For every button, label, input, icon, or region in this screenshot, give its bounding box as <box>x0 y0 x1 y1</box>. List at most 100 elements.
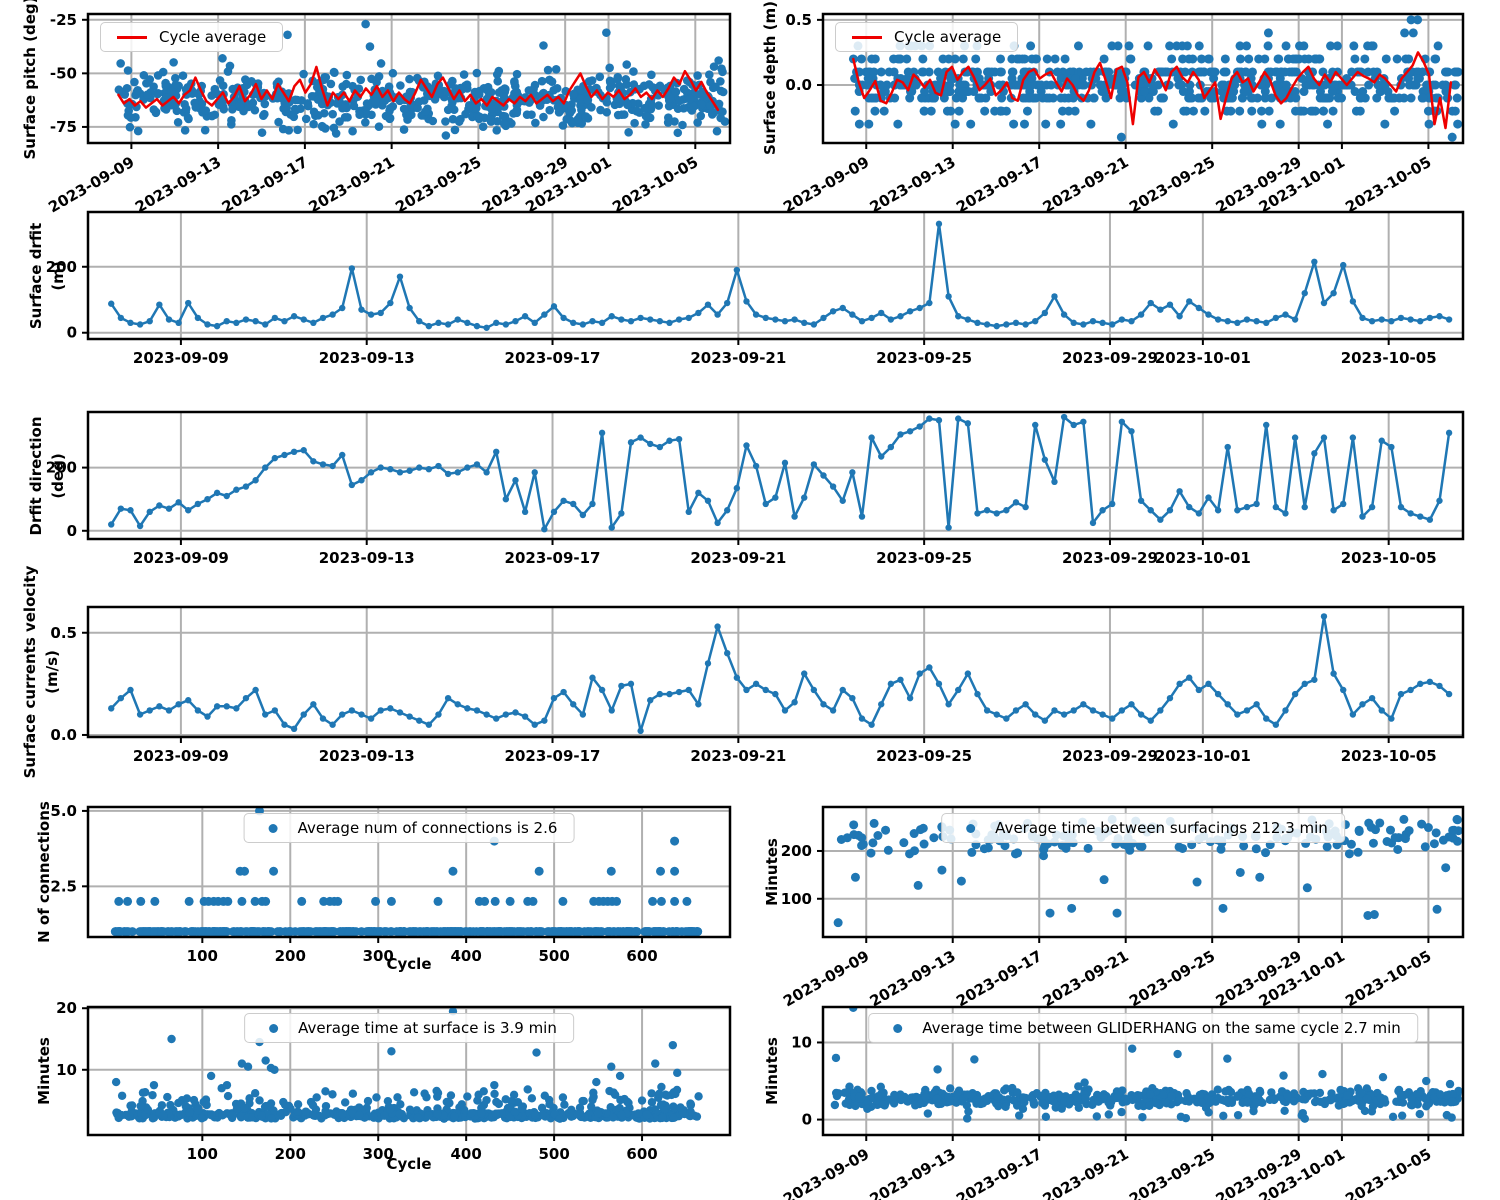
velocity-y-axis-label: Surface currents velocity <box>21 565 39 779</box>
x-tick-label: 2023-09-17 <box>953 153 1045 217</box>
depth-y-axis-label: Surface depth (m) <box>761 1 779 155</box>
x-tick-label: 2023-09-17 <box>953 1145 1045 1200</box>
data-points-group <box>848 15 1463 142</box>
axes-spines <box>86 12 732 145</box>
x-tick-label: 2023-09-09 <box>133 747 229 765</box>
x-tick-label: 2023-10-05 <box>609 153 701 217</box>
blue-dot-marker-icon <box>966 823 976 833</box>
x-tick-label: 2023-10-05 <box>1342 153 1434 217</box>
y-tick-label: 10 <box>791 1033 812 1051</box>
x-tick-label: 2023-09-17 <box>505 747 601 765</box>
axes-spines <box>821 805 1465 939</box>
x-tick-label: 2023-09-29 <box>1062 349 1158 367</box>
x-tick-label: 2023-09-25 <box>1126 153 1218 217</box>
tick-labels: 2023-09-092023-09-132023-09-172023-09-21… <box>780 842 1434 1010</box>
y-tick-label: 2.5 <box>50 877 77 895</box>
pitch-legend-label: Cycle average <box>159 28 267 46</box>
depth-legend: Cycle average <box>835 22 1019 52</box>
x-tick-label: 400 <box>451 947 482 965</box>
tick-labels: 100 200 300 400 500 600 5.0 2.5 <box>50 802 657 965</box>
x-tick-label: 2023-10-01 <box>1155 549 1251 567</box>
x-tick-label: 2023-09-21 <box>690 549 786 567</box>
x-tick-label: 2023-10-05 <box>1342 947 1434 1011</box>
x-tick-label: 2023-10-01 <box>1155 747 1251 765</box>
surfacetime-legend-label: Average time at surface is 3.9 min <box>298 1019 557 1037</box>
direction-y-axis-unit: (deg) <box>49 453 67 499</box>
grid <box>88 807 730 937</box>
x-tick-label: 2023-09-25 <box>876 549 972 567</box>
x-tick-label: 2023-09-21 <box>1040 947 1132 1011</box>
direction-plot: 2023-09-09 2023-09-13 2023-09-17 2023-09-21… <box>46 410 1465 567</box>
axes-spines <box>821 1005 1465 1137</box>
grid <box>88 14 730 143</box>
x-tick-label: 2023-09-25 <box>876 747 972 765</box>
x-tick-label: 300 <box>363 1145 394 1163</box>
red-line-marker-icon <box>852 35 882 39</box>
x-tick-label: 2023-09-17 <box>505 349 601 367</box>
x-tick-label: 2023-09-09 <box>780 947 872 1011</box>
x-tick-label: 2023-09-21 <box>690 349 786 367</box>
data-points-group <box>108 220 1453 331</box>
x-tick-label: 2023-09-09 <box>780 153 872 217</box>
y-tick-label: 200 <box>46 258 77 276</box>
drift-plot: 2023-09-09 2023-09-13 2023-09-17 2023-09-21… <box>46 210 1465 367</box>
grid <box>88 212 1463 339</box>
blue-dot-marker-icon <box>269 1023 279 1033</box>
drift-y-axis-unit: (m) <box>49 261 67 291</box>
gliderhang-legend: Average time between GLIDERHANG on the s… <box>868 1013 1418 1043</box>
data-points-group <box>830 1007 1463 1123</box>
x-tick-label: 2023-09-17 <box>219 153 311 217</box>
y-tick-label: -75 <box>50 118 77 136</box>
x-tick-label: 2023-09-09 <box>133 549 229 567</box>
y-tick-label: 0.5 <box>50 624 77 642</box>
x-tick-label: 2023-09-13 <box>867 1145 959 1200</box>
x-tick-label: 2023-09-13 <box>319 349 415 367</box>
x-tick-label: 2023-09-09 <box>780 1145 872 1200</box>
y-tick-label: -50 <box>50 64 77 82</box>
y-tick-label: 0 <box>802 1111 812 1129</box>
y-tick-label: 0.0 <box>785 76 812 94</box>
x-tick-label: 2023-09-13 <box>867 947 959 1011</box>
x-tick-label: 100 <box>187 947 218 965</box>
x-tick-label: 2023-09-25 <box>876 349 972 367</box>
y-tick-label: 20 <box>56 999 77 1017</box>
x-tick-label: 200 <box>275 1145 306 1163</box>
data-points-group <box>108 613 1453 735</box>
surfacetime-x-axis-label: Cycle <box>386 1155 432 1173</box>
connections-legend: Average num of connections is 2.6 <box>243 813 575 843</box>
x-tick-label: 2023-09-13 <box>319 747 415 765</box>
gliderhang-plot: 2023-09-092023-09-132023-09-172023-09-21… <box>780 1005 1465 1200</box>
y-tick-label: 0 <box>67 324 77 342</box>
x-tick-label: 2023-09-13 <box>132 153 224 217</box>
x-tick-label: 2023-09-13 <box>319 549 415 567</box>
surfacings-y-axis-label: Minutes <box>763 838 781 906</box>
x-tick-label: 2023-10-01 <box>1155 349 1251 367</box>
blue-dot-marker-icon <box>268 823 278 833</box>
y-tick-label: 200 <box>46 459 77 477</box>
connections-legend-label: Average num of connections is 2.6 <box>297 819 558 837</box>
connections-plot: 100 200 300 400 500 600 5.0 2.5 <box>50 802 732 965</box>
grid <box>88 412 1463 539</box>
axes-spines <box>86 210 1465 341</box>
gliderhang-y-axis-label: Minutes <box>763 1037 781 1105</box>
x-tick-label: 2023-09-25 <box>1126 1145 1218 1200</box>
tick-labels: 100 200 300 400 500 600 20 10 <box>56 999 658 1163</box>
surfacetime-y-axis-label: Minutes <box>35 1037 53 1105</box>
direction-y-axis-label: Drfit direction <box>27 416 45 536</box>
axes-spines <box>86 805 732 939</box>
x-tick-label: 2023-09-25 <box>1126 947 1218 1011</box>
gliderhang-legend-label: Average time between GLIDERHANG on the s… <box>922 1019 1401 1037</box>
x-tick-label: 600 <box>626 947 657 965</box>
data-points-group <box>114 19 730 140</box>
x-tick-label: 2023-09-09 <box>45 153 137 217</box>
velocity-y-axis-unit: (m/s) <box>43 650 61 694</box>
x-tick-label: 2023-09-17 <box>953 947 1045 1011</box>
red-line-marker-icon <box>117 35 147 39</box>
axes-spines <box>86 605 1465 739</box>
data-points-group <box>110 807 703 937</box>
surfacings-legend-label: Average time between surfacings 212.3 mi… <box>995 819 1328 837</box>
x-tick-label: 2023-10-05 <box>1341 747 1437 765</box>
